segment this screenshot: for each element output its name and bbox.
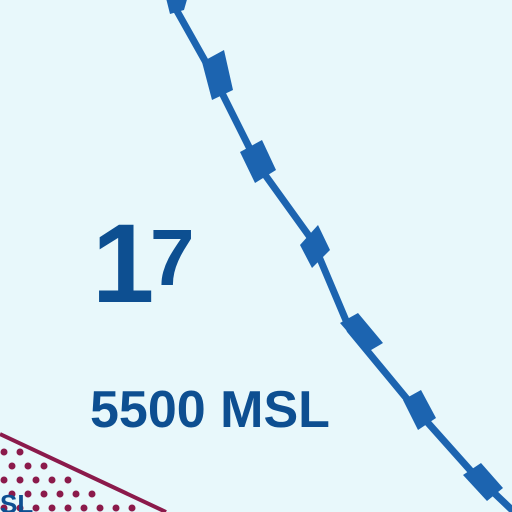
grid-mef-number: 1 <box>92 201 154 326</box>
maroon-dotted-boundary <box>0 432 167 512</box>
maroon-dot-pattern <box>0 448 136 512</box>
grid-mef-superscript: 7 <box>150 213 195 302</box>
boundary-tick <box>403 390 436 430</box>
boundary-tick <box>166 0 187 14</box>
boundary-tick <box>202 50 233 100</box>
maroon-boundary-line <box>0 432 167 512</box>
cutoff-label: SL <box>0 489 34 512</box>
boundary-tick <box>463 463 503 501</box>
boundary-tick <box>240 140 276 183</box>
altitude-label: 5500 MSL <box>90 381 330 439</box>
airspace-boundary-ticked <box>166 0 512 512</box>
boundary-tick <box>340 313 383 353</box>
boundary-tick <box>300 225 330 268</box>
